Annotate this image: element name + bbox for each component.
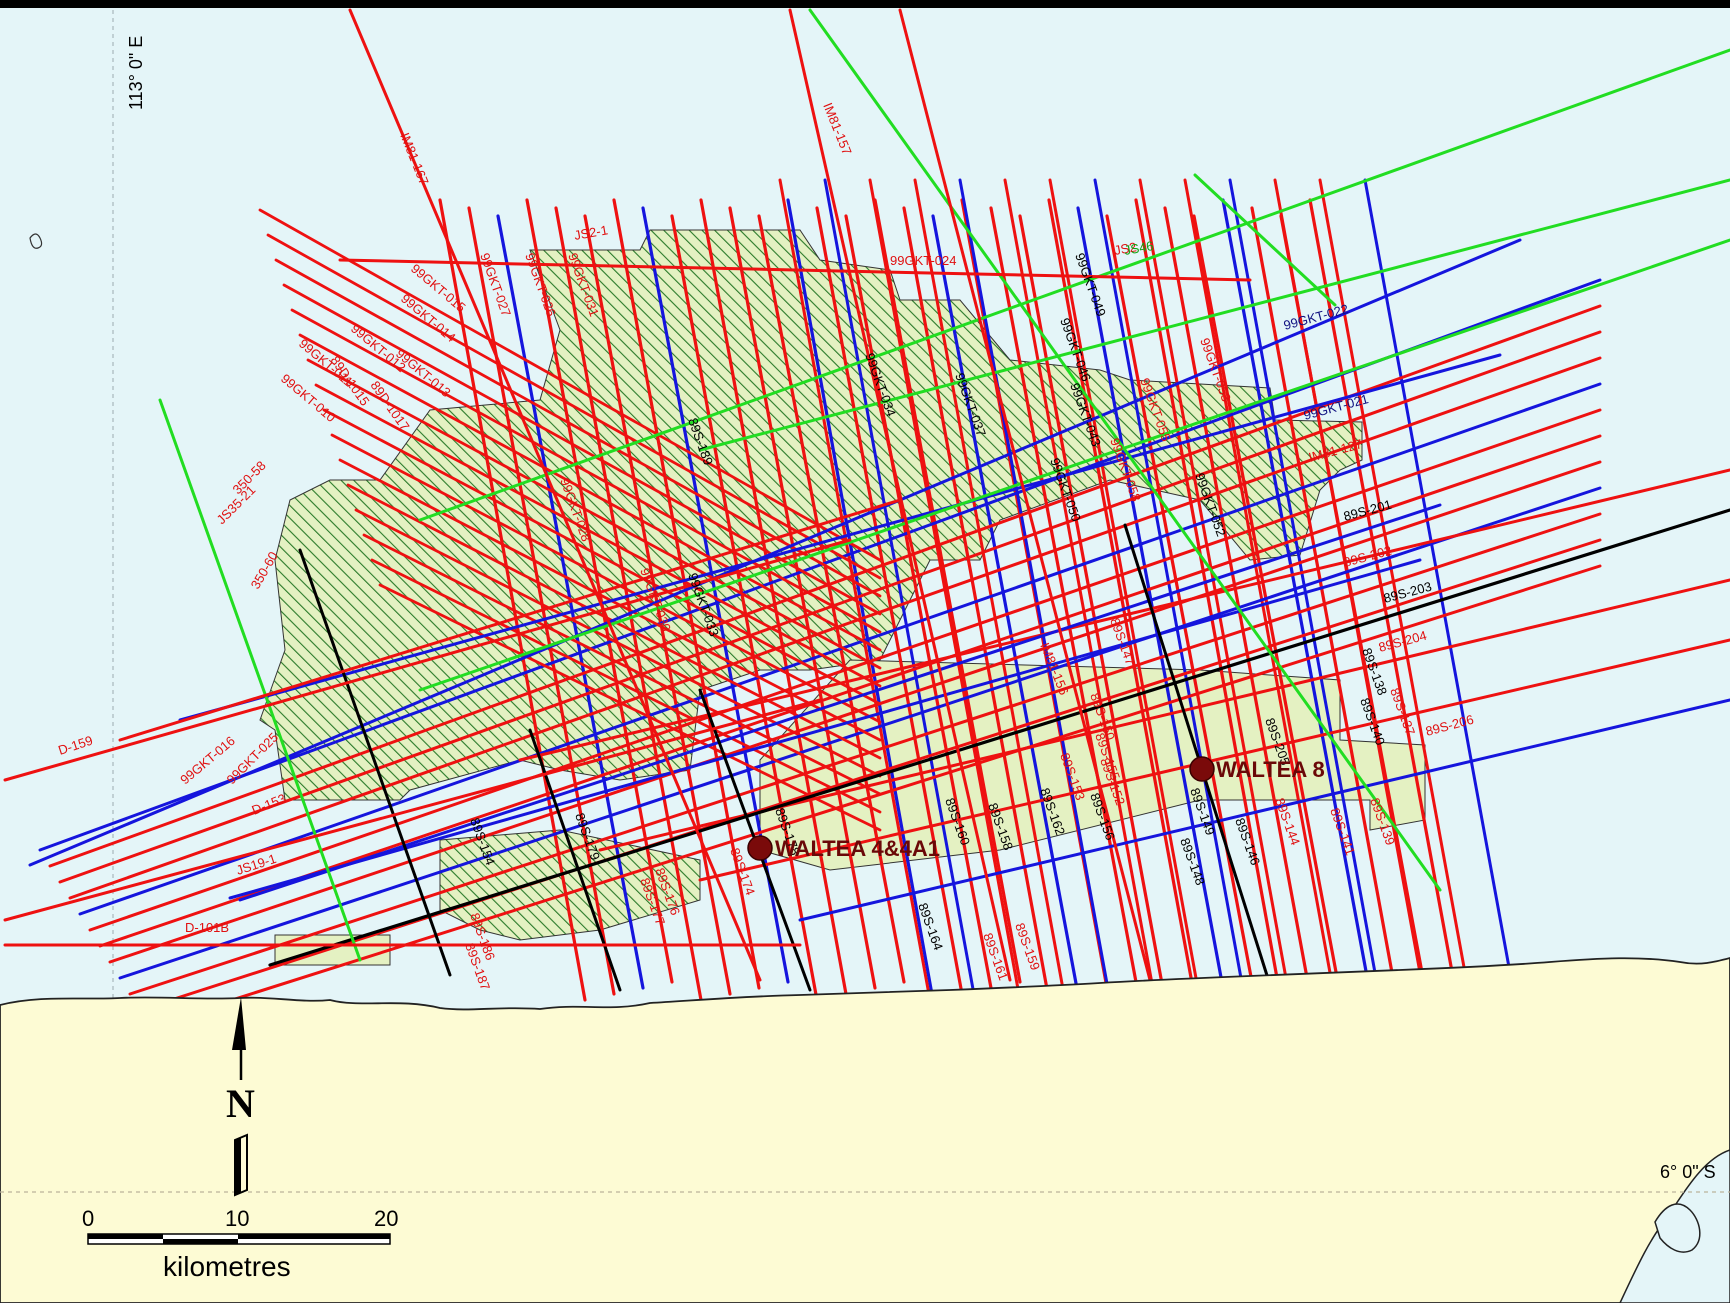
seismic-line: [78, 382, 1602, 916]
seismic-line: [314, 383, 882, 688]
well-waltea-4[interactable]: WALTEA 4&4A1: [747, 835, 940, 861]
seismic-line: [298, 333, 882, 652]
seismic-line: [757, 214, 906, 984]
north-letter: N: [226, 1081, 255, 1126]
seismic-line: [698, 178, 1730, 452]
seismic-line: [438, 198, 587, 1002]
seismic-line: [338, 258, 1252, 282]
seismic-line: [788, 8, 1012, 982]
latitude-label: 6° 0" S: [1660, 1162, 1716, 1182]
seismic-line: [290, 308, 882, 634]
seismic-line: [823, 178, 977, 1002]
well-name: WALTEA 8: [1216, 757, 1325, 782]
seismic-line: [1163, 206, 1312, 996]
seismic-line: [698, 638, 1730, 882]
river-inlet: [1654, 1203, 1701, 1253]
north-arrow: N: [226, 997, 255, 1197]
map-top-border: [0, 0, 1730, 8]
seismic-line: [467, 206, 616, 996]
seismic-line: [228, 558, 1422, 900]
well-marker-icon: [747, 835, 773, 861]
seismic-line: [88, 408, 1602, 932]
seismic-line: [98, 434, 1602, 948]
north-arrow-up-icon: [232, 997, 246, 1050]
seismic-line: [370, 558, 882, 814]
well-marker-icon: [1189, 756, 1215, 782]
seismic-line: [931, 214, 1080, 996]
seismic-line: [298, 548, 452, 977]
seismic-line: [266, 233, 882, 580]
seismic-line: [418, 238, 1730, 692]
seismic-line: [778, 178, 932, 1002]
seismic-line: [3, 698, 822, 922]
seismic-line-label: D-101B: [185, 920, 229, 935]
seismic-line: [306, 358, 882, 670]
seismic-line: [108, 460, 1602, 964]
seismic-line-label: JS2-1: [573, 222, 609, 243]
seismic-line: [1076, 206, 1225, 990]
seismic-line: [1193, 173, 1337, 307]
scale-tick-0: 0: [82, 1206, 94, 1231]
seismic-line: [148, 564, 1602, 1028]
seismic-line: [258, 208, 882, 562]
seismic-line-label: 99GKT-024: [890, 253, 957, 268]
seismic-line: [786, 198, 935, 1002]
seismic-lines: [3, 8, 1730, 1028]
scale-bar: 0 10 20 kilometres: [82, 1206, 398, 1282]
seismic-line-label: JS2: [1113, 239, 1138, 258]
seismic-line: [612, 198, 761, 990]
small-island: [29, 233, 43, 249]
seismic-line: [815, 206, 964, 996]
seismic-line: [1047, 198, 1196, 996]
longitude-label: 113° 0" E: [126, 36, 146, 110]
seismic-line: [28, 238, 1522, 867]
seismic-line: [158, 398, 362, 962]
seismic-line: [58, 330, 1602, 884]
seismic-line: [670, 214, 819, 1002]
seismic-line: [3, 538, 852, 782]
seismic-line: [330, 433, 882, 724]
seismic-line: [418, 48, 1730, 522]
seismic-line: [1192, 214, 1341, 990]
land-area: [0, 957, 1730, 1304]
seismic-line: [322, 408, 882, 706]
seismic-line: [128, 512, 1602, 996]
seismic-line: [1221, 198, 1370, 984]
seismic-line: [1048, 178, 1202, 1002]
seismic-line: [1308, 198, 1457, 990]
seismic-line: [378, 583, 882, 832]
seismic-line: [518, 468, 1730, 762]
seismic-line: [699, 198, 848, 996]
scale-tick-20: 20: [374, 1206, 398, 1231]
seismic-line: [362, 533, 882, 796]
seismic-line: [1318, 178, 1472, 1002]
seismic-line-label: JS46: [1123, 238, 1155, 258]
seismic-line: [1134, 198, 1283, 1002]
seismic-line: [873, 198, 1022, 984]
seismic-line: [728, 206, 877, 990]
seismic-line: [798, 698, 1730, 922]
seismic-line: [274, 258, 882, 598]
seismic-line: [238, 503, 1442, 902]
seismic-line: [1273, 178, 1427, 1002]
seismic-line: [68, 356, 1602, 900]
well-waltea-8[interactable]: WALTEA 8: [1189, 756, 1325, 782]
seismic-line: [898, 8, 1152, 982]
seismic-line: [268, 508, 1730, 967]
seismic-line: [1123, 523, 1272, 987]
seismic-line: [178, 353, 1502, 722]
well-name: WALTEA 4&4A1: [775, 836, 940, 861]
seismic-line: [808, 8, 1442, 892]
seismic-line: [844, 214, 993, 990]
seismic-line: [1093, 178, 1247, 1002]
seismic-line: [1228, 178, 1382, 1002]
seismic-line: [118, 486, 1602, 980]
seismic-line: [118, 498, 902, 742]
scale-tick-10: 10: [225, 1206, 249, 1231]
seismic-line: [348, 8, 762, 982]
scale-unit: kilometres: [163, 1251, 291, 1282]
seismic-line: [138, 538, 1602, 1012]
